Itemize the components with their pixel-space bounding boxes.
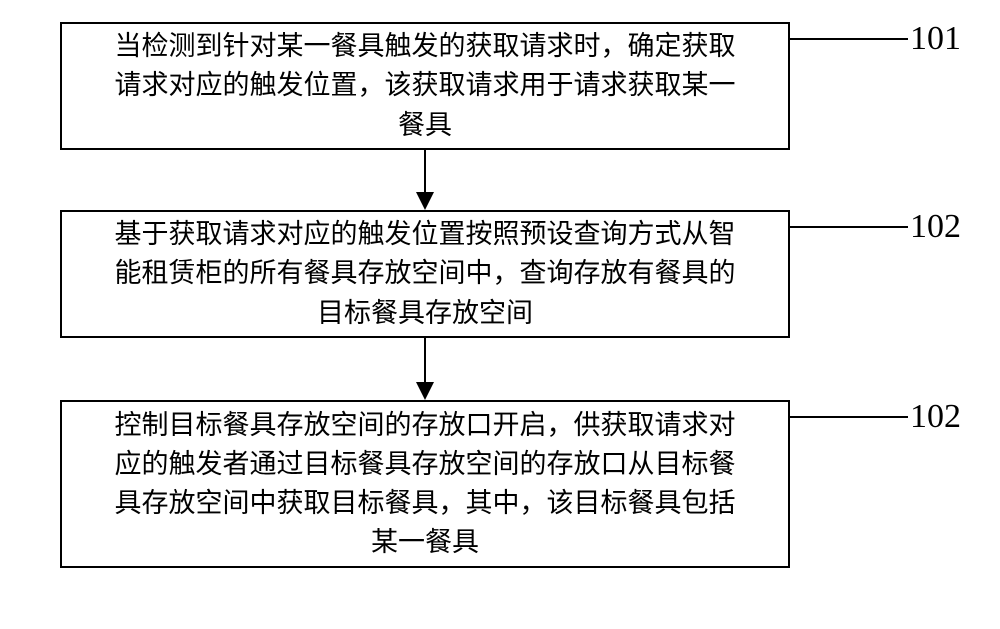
flow-step-1-text: 当检测到针对某一餐具触发的获取请求时，确定获取 请求对应的触发位置，该获取请求用… xyxy=(115,27,736,144)
flow-step-3-text: 控制目标餐具存放空间的存放口开启，供获取请求对 应的触发者通过目标餐具存放空间的… xyxy=(115,406,736,563)
label-connector-1 xyxy=(790,38,908,40)
label-connector-2 xyxy=(790,226,908,228)
flow-step-2-text: 基于获取请求对应的触发位置按照预设查询方式从智 能租赁柜的所有餐具存放空间中，查… xyxy=(115,215,736,332)
flowchart-canvas: 当检测到针对某一餐具触发的获取请求时，确定获取 请求对应的触发位置，该获取请求用… xyxy=(0,0,1000,629)
flow-step-3: 控制目标餐具存放空间的存放口开启，供获取请求对 应的触发者通过目标餐具存放空间的… xyxy=(60,400,790,568)
flow-step-2: 基于获取请求对应的触发位置按照预设查询方式从智 能租赁柜的所有餐具存放空间中，查… xyxy=(60,210,790,338)
arrow-1-to-2-head xyxy=(416,192,434,210)
flow-step-2-label: 102 xyxy=(910,208,961,246)
flow-step-3-label: 102 xyxy=(910,398,961,436)
arrow-1-to-2-line xyxy=(424,150,426,194)
arrow-2-to-3-line xyxy=(424,338,426,384)
flow-step-1-label: 101 xyxy=(910,20,961,58)
arrow-2-to-3-head xyxy=(416,382,434,400)
flow-step-1: 当检测到针对某一餐具触发的获取请求时，确定获取 请求对应的触发位置，该获取请求用… xyxy=(60,22,790,150)
label-connector-3 xyxy=(790,416,908,418)
